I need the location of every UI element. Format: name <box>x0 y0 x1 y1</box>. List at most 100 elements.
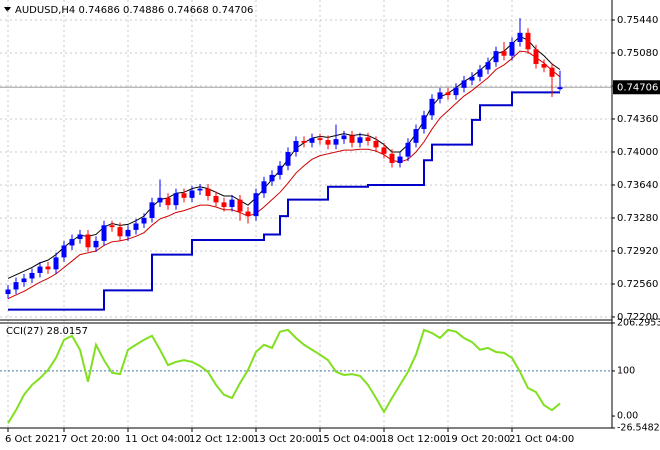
candle-body <box>485 62 491 70</box>
y-tick-label: 0.75080 <box>617 48 658 59</box>
current-price-label: 0.74706 <box>617 82 658 93</box>
candle-body <box>493 51 499 63</box>
candle-body <box>69 239 75 246</box>
candle-body <box>237 199 243 212</box>
y-tick-label: -26.5482 <box>617 423 660 434</box>
current-price-box <box>613 80 660 95</box>
candle-body <box>373 140 379 148</box>
candle-body <box>149 202 155 218</box>
candle-body <box>197 188 203 191</box>
candle-body <box>421 115 427 130</box>
candle-body <box>269 174 275 182</box>
candle-body <box>413 129 419 143</box>
y-tick-label: 0.74000 <box>617 147 658 158</box>
x-tick-label: 6 Oct 2021 <box>5 434 60 445</box>
candle-body <box>189 190 195 198</box>
candle-body <box>517 32 523 42</box>
candle-body <box>101 225 107 241</box>
y-tick-label: 206.2953 <box>617 318 660 329</box>
candle-body <box>13 282 19 290</box>
candle-body <box>549 67 555 77</box>
x-tick-label: 15 Oct 04:00 <box>317 434 382 445</box>
candle-body <box>157 197 163 203</box>
candle-body <box>557 87 563 90</box>
candle-body <box>341 135 347 140</box>
y-tick-label: 0.73640 <box>617 180 658 191</box>
candle-body <box>533 49 539 64</box>
candle-body <box>405 142 411 157</box>
candle-body <box>333 139 339 145</box>
x-tick-label: 18 Oct 12:00 <box>381 434 446 445</box>
candle-body <box>325 140 331 145</box>
candle-body <box>21 278 27 283</box>
candle-body <box>445 92 451 96</box>
candle-body <box>181 193 187 198</box>
candle-body <box>141 217 147 224</box>
candle-body <box>29 272 35 279</box>
x-tick-label: 19 Oct 20:00 <box>445 434 510 445</box>
y-tick-label: 0.72200 <box>617 312 658 323</box>
candle-body <box>397 156 403 163</box>
candle-body <box>541 63 547 68</box>
x-tick-label: 21 Oct 04:00 <box>509 434 574 445</box>
candle-body <box>437 92 443 99</box>
menu-arrow[interactable] <box>4 7 11 12</box>
candle-body <box>469 76 475 81</box>
candle-body <box>453 87 459 96</box>
candle-body <box>61 245 67 258</box>
candle-body <box>525 32 531 50</box>
candle-body <box>213 195 219 203</box>
candle-body <box>221 202 227 207</box>
candle-body <box>85 234 91 248</box>
indicator-line <box>7 328 561 424</box>
candle-body <box>229 199 235 207</box>
candle-body <box>261 181 267 194</box>
candle-body <box>205 188 211 196</box>
y-tick-label: 100 <box>617 365 635 376</box>
x-tick-label: 12 Oct 12:00 <box>189 434 254 445</box>
indicator-line <box>7 35 561 279</box>
candle-body <box>45 266 51 270</box>
candle-body <box>253 193 259 217</box>
x-tick-label: 11 Oct 04:00 <box>125 434 190 445</box>
candle-body <box>5 289 11 295</box>
y-tick-label: 0.00 <box>617 411 638 422</box>
candle-body <box>461 80 467 88</box>
candle-body <box>365 137 371 141</box>
chart-title: AUDUSD,H4 0.74686 0.74886 0.74668 0.7470… <box>15 5 253 16</box>
candle-body <box>117 227 123 237</box>
candle-body <box>429 98 435 116</box>
candle-body <box>245 211 251 217</box>
candle-body <box>165 197 171 206</box>
y-tick-label: 0.75440 <box>617 15 658 26</box>
candle-body <box>317 138 323 141</box>
y-tick-label: 0.72920 <box>617 246 658 257</box>
candle-body <box>301 140 307 143</box>
candle-body <box>125 229 131 237</box>
candle-body <box>285 151 291 166</box>
candle-body <box>133 223 139 230</box>
candle-body <box>53 257 59 270</box>
candle-body <box>309 138 315 143</box>
candle-body <box>477 69 483 77</box>
candle-body <box>77 234 83 240</box>
candle-body <box>501 51 507 56</box>
candle-body <box>509 41 515 56</box>
indicator-title: CCI(27) 28.0157 <box>6 326 88 337</box>
y-tick-label: 0.72560 <box>617 279 658 290</box>
x-tick-label: 13 Oct 20:00 <box>253 434 318 445</box>
candle-body <box>109 225 115 228</box>
candle-body <box>277 165 283 175</box>
candle-body <box>381 147 387 154</box>
y-tick-label: 0.73280 <box>617 213 658 224</box>
indicator-line <box>8 91 560 311</box>
candle-body <box>37 266 43 273</box>
candle-body <box>93 240 99 248</box>
candle-body <box>293 140 299 152</box>
candle-body <box>173 193 179 206</box>
y-tick-label: 0.74360 <box>617 114 658 125</box>
x-tick-label: 7 Oct 20:00 <box>61 434 120 445</box>
